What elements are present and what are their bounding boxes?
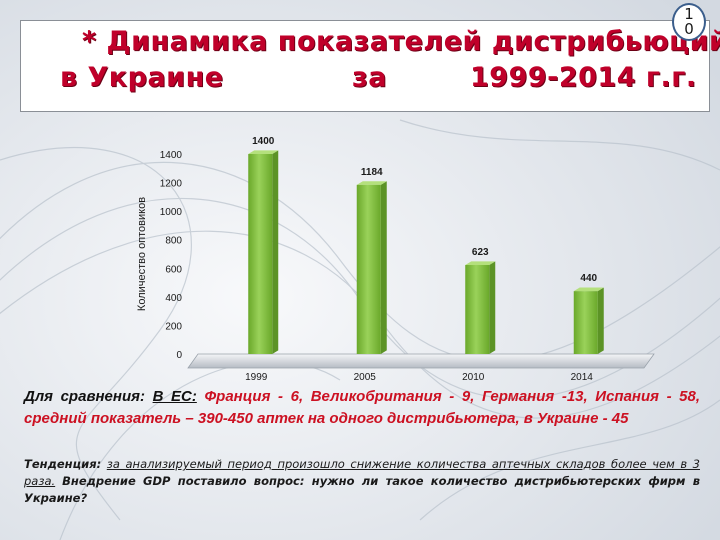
y-tick-label: 1400 bbox=[160, 150, 183, 161]
bar-front bbox=[248, 154, 273, 354]
title-prefix: * bbox=[82, 26, 97, 57]
bar-top bbox=[248, 150, 279, 154]
bar-2014 bbox=[573, 287, 604, 354]
bar-side bbox=[380, 181, 387, 354]
bar-top bbox=[356, 181, 387, 185]
slide-title-line1: * Динамика показателей дистрибьюций bbox=[82, 26, 720, 57]
comparison-paragraph: Для сравнения: В ЕС: Франция - 6, Велико… bbox=[24, 386, 700, 430]
data-label: 440 bbox=[580, 273, 597, 284]
bar-1999 bbox=[248, 150, 279, 354]
y-tick-label: 1000 bbox=[160, 207, 183, 218]
bar-top bbox=[465, 261, 496, 265]
bar-top bbox=[573, 287, 604, 292]
bar-side bbox=[272, 150, 279, 354]
bar-2010 bbox=[465, 261, 496, 354]
bar-side bbox=[597, 287, 604, 354]
x-tick-label: 2010 bbox=[462, 372, 485, 383]
bar-front bbox=[573, 291, 598, 354]
slide-title-line2-years: 1999-2014 г.г. bbox=[470, 62, 697, 93]
tendency-underlined: за анализируемый период произошло снижен… bbox=[24, 457, 700, 488]
bar-chart: Количество оптовиков 0 200 400 600 800 1000 12… bbox=[136, 136, 655, 383]
bar-side bbox=[489, 261, 496, 354]
y-tick-label: 600 bbox=[165, 264, 182, 275]
y-tick-label: 400 bbox=[165, 293, 182, 304]
slide-number-digit2: 0 bbox=[684, 20, 694, 38]
bar-front bbox=[465, 265, 490, 354]
x-tick-label: 2005 bbox=[354, 372, 377, 383]
tendency-lead: Тенденция: bbox=[24, 457, 102, 471]
data-label: 1400 bbox=[252, 136, 275, 147]
title-line1-text: Динамика показателей дистрибьюций bbox=[106, 26, 720, 57]
comparison-lead: Для сравнения: bbox=[24, 388, 145, 405]
y-tick-label: 800 bbox=[165, 236, 182, 247]
comparison-eu: В ЕС: bbox=[152, 388, 197, 405]
y-tick-label: 200 bbox=[165, 321, 182, 332]
title-box bbox=[20, 20, 710, 112]
y-tick-label: 1200 bbox=[160, 179, 183, 190]
comparison-text: Франция - 6, Великобритания - 9, Германи… bbox=[24, 388, 701, 427]
y-axis-label: Количество оптовиков bbox=[136, 197, 148, 311]
x-tick-label: 2014 bbox=[571, 372, 594, 383]
slide-title-line2-region: в Украине bbox=[60, 62, 224, 93]
bar-2005 bbox=[356, 181, 387, 354]
bar-front bbox=[356, 184, 381, 354]
data-label: 1184 bbox=[361, 167, 383, 178]
chart-floor bbox=[187, 353, 655, 369]
slide-number-digit1: 1 bbox=[684, 5, 694, 23]
tendency-bold-rest: Внедрение GDP поставило вопрос: нужно ли… bbox=[24, 474, 700, 505]
y-tick-label: 0 bbox=[176, 350, 182, 361]
x-tick-label: 1999 bbox=[245, 372, 268, 383]
tendency-paragraph: Тенденция: за анализируемый период произ… bbox=[24, 456, 700, 507]
data-label: 623 bbox=[472, 247, 489, 258]
slide-title-line2-for: за bbox=[352, 62, 387, 93]
